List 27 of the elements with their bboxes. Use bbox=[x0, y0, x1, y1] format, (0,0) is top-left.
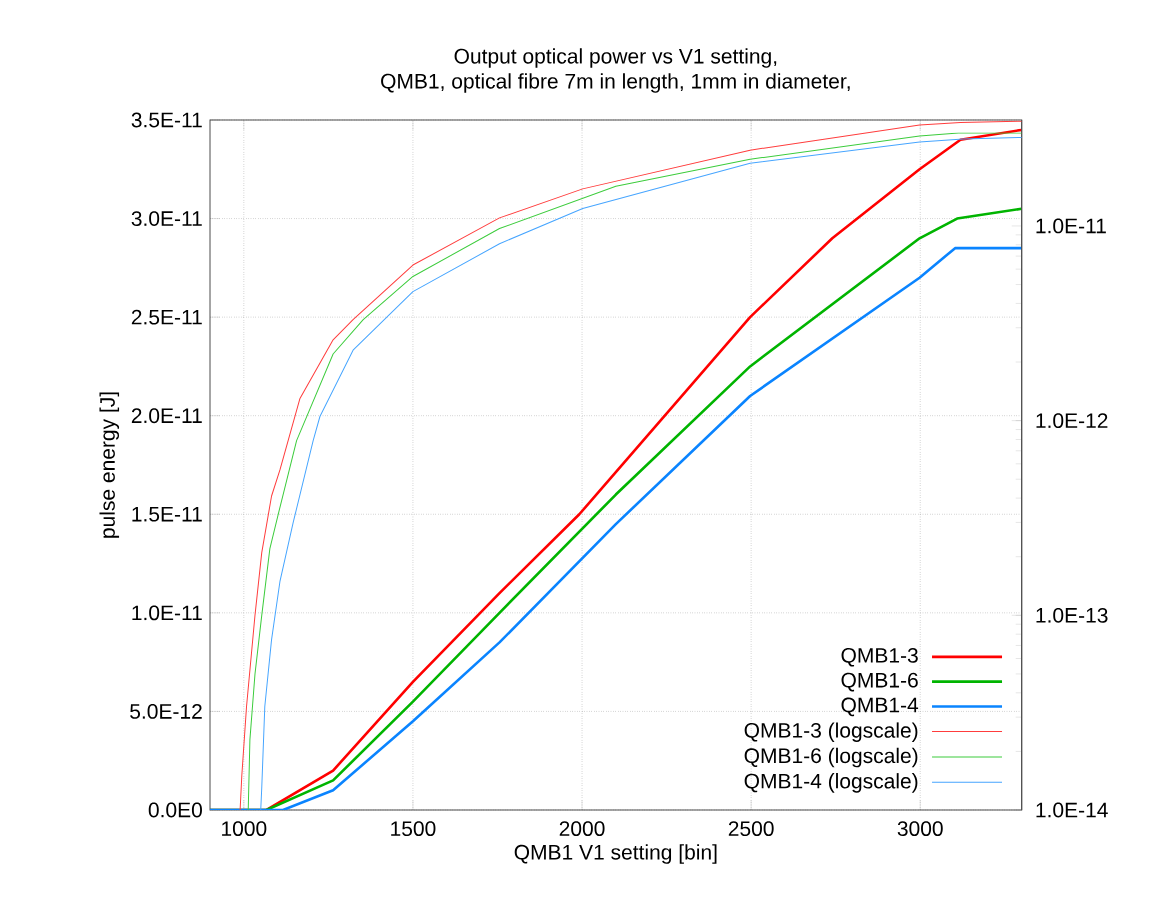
chart-title: Output optical power vs V1 setting, bbox=[454, 48, 777, 68]
x-tick-label: 1000 bbox=[222, 821, 267, 837]
y-tick-label: 5.0E-12 bbox=[130, 703, 202, 719]
x-tick-label: 3000 bbox=[897, 821, 943, 837]
y2-tick-label: 1.0E-13 bbox=[1036, 607, 1108, 623]
x-tick-label: 2000 bbox=[559, 821, 605, 837]
legend-label: QMB1-6 bbox=[841, 672, 918, 692]
y-axis-title: pulse energy [J] bbox=[99, 392, 120, 538]
x-tick-label: 1500 bbox=[391, 821, 436, 837]
y-tick-label: 3.5E-11 bbox=[131, 112, 202, 128]
legend-label: QMB1-4 (logscale) bbox=[744, 773, 918, 793]
legend-label: QMB1-4 bbox=[841, 697, 919, 717]
y2-tick-label: 1.0E-14 bbox=[1036, 802, 1108, 818]
y-tick-label: 1.0E-11 bbox=[132, 605, 202, 621]
y-tick-label: 2.5E-11 bbox=[131, 309, 202, 325]
legend-label: QMB1-3 (logscale) bbox=[744, 722, 918, 742]
y-tick-label: 2.0E-11 bbox=[131, 408, 202, 424]
chart-subtitle: QMB1, optical fibre 7m in length, 1mm in diameter, bbox=[381, 73, 850, 93]
x-tick-label: 2500 bbox=[728, 821, 774, 837]
y-tick-label: 1.5E-11 bbox=[132, 506, 202, 522]
y2-tick-label: 1.0E-11 bbox=[1036, 218, 1106, 234]
y-tick-label: 0.0E0 bbox=[148, 802, 202, 818]
y-tick-label: 3.0E-11 bbox=[131, 211, 202, 226]
y2-tick-label: 1.0E-12 bbox=[1036, 413, 1108, 429]
x-axis-title: QMB1 V1 setting [bin] bbox=[514, 844, 717, 864]
legend-label: QMB1-6 (logscale) bbox=[744, 747, 918, 768]
legend-label: QMB1-3 bbox=[841, 647, 918, 667]
